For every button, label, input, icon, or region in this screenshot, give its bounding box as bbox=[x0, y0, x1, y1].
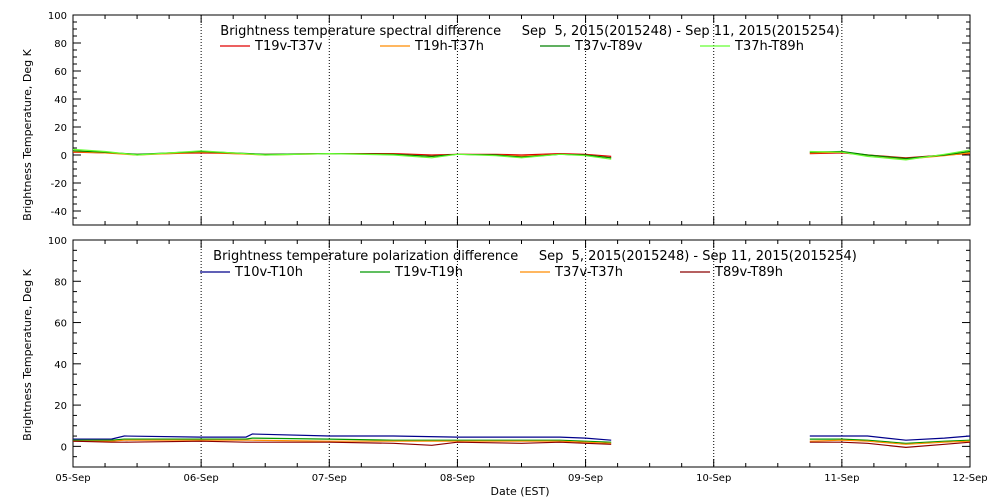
series-line-T37v-T37h bbox=[73, 439, 612, 444]
series-line-T37h-T89h bbox=[72, 148, 612, 160]
x-tick-label: 12-Sep bbox=[952, 473, 987, 484]
polarization-difference-panel: Brightness temperature polarization diff… bbox=[21, 236, 988, 498]
series-line-T37h-T89h bbox=[809, 149, 971, 161]
legend-label: T89v-T89h bbox=[714, 265, 783, 280]
y-tick-label: 100 bbox=[48, 11, 67, 22]
x-tick-label: 09-Sep bbox=[568, 473, 603, 484]
legend-label: T37v-T37h bbox=[554, 265, 623, 280]
panel-1-y-axis-label: Brightness Temperature, Deg K bbox=[21, 48, 34, 220]
x-tick-label: 11-Sep bbox=[824, 473, 859, 484]
x-tick-label: 10-Sep bbox=[696, 473, 731, 484]
y-tick-label: 0 bbox=[61, 442, 67, 453]
y-tick-label: 40 bbox=[54, 95, 67, 106]
series-line-T19v-T19h bbox=[809, 438, 971, 444]
y-tick-label: -40 bbox=[51, 207, 67, 218]
y-tick-label: 20 bbox=[54, 123, 67, 134]
x-tick-label: 07-Sep bbox=[312, 473, 347, 484]
y-tick-label: 80 bbox=[54, 277, 67, 288]
spectral-difference-panel: Brightness temperature spectral differen… bbox=[21, 11, 971, 226]
panel-2-title: Brightness temperature polarization diff… bbox=[213, 249, 857, 264]
y-tick-label: 80 bbox=[54, 39, 67, 50]
y-tick-label: -20 bbox=[51, 179, 67, 190]
series-line-T37v-T37h bbox=[809, 439, 971, 445]
y-tick-label: 40 bbox=[54, 360, 67, 371]
plot-frame bbox=[72, 14, 971, 226]
x-tick-label: 08-Sep bbox=[440, 473, 475, 484]
y-tick-label: 0 bbox=[61, 151, 67, 162]
series-line-T19v-T19h bbox=[73, 437, 612, 443]
y-tick-label: 100 bbox=[48, 236, 67, 247]
x-tick-label: 06-Sep bbox=[184, 473, 219, 484]
panel-2-y-axis-label: Brightness Temperature, Deg K bbox=[21, 268, 34, 440]
legend-label: T19v-T37v bbox=[254, 39, 323, 54]
series-line-T89v-T89h bbox=[72, 440, 612, 446]
y-tick-label: 20 bbox=[54, 401, 67, 412]
legend-label: T37h-T89h bbox=[734, 39, 804, 54]
legend-label: T10v-T10h bbox=[234, 265, 303, 280]
series-line-T10v-T10h bbox=[809, 435, 971, 441]
y-tick-label: 60 bbox=[54, 67, 67, 78]
x-axis-label: Date (EST) bbox=[490, 485, 549, 498]
legend-label: T19h-T37h bbox=[414, 39, 484, 54]
plot-frame bbox=[72, 239, 971, 468]
legend-label: T37v-T89v bbox=[574, 39, 643, 54]
y-tick-label: 60 bbox=[54, 319, 67, 330]
series-line-T89v-T89h bbox=[809, 441, 971, 449]
x-tick-label: 05-Sep bbox=[55, 473, 90, 484]
series-line-T10v-T10h bbox=[73, 433, 612, 441]
panel-1-title: Brightness temperature spectral differen… bbox=[220, 24, 839, 39]
legend-label: T19v-T19h bbox=[394, 265, 463, 280]
